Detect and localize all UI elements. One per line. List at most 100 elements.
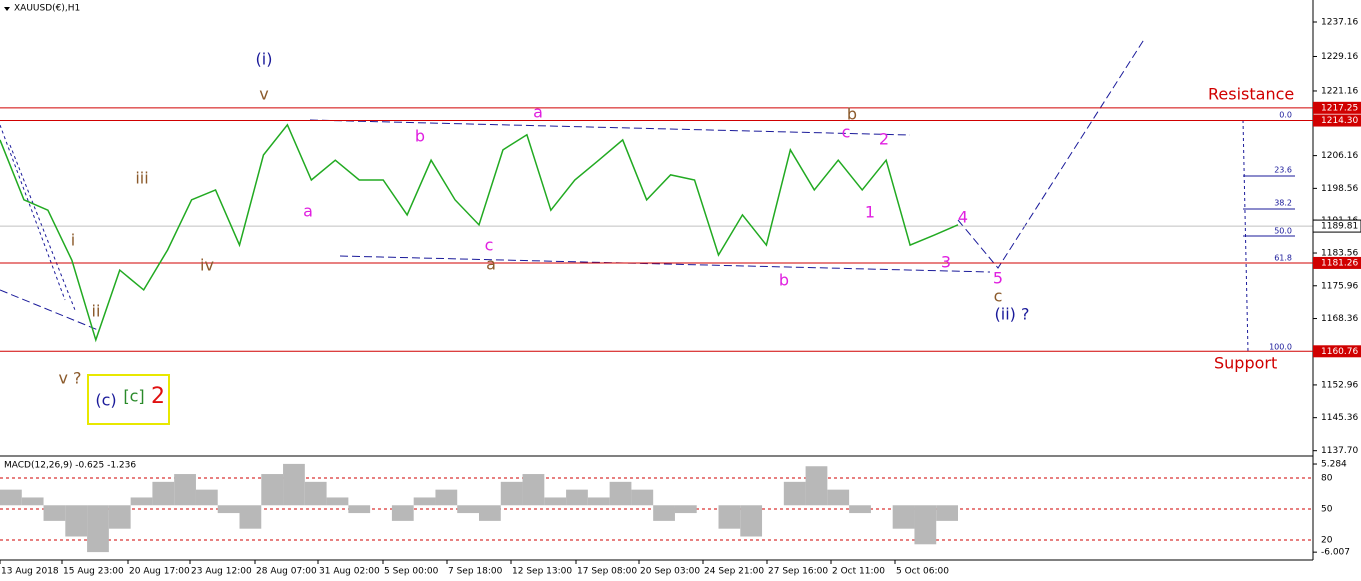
macd-bar	[631, 489, 654, 506]
macd-bar	[152, 481, 175, 506]
symbol-title: XAUUSD(€),H1	[14, 4, 80, 14]
macd-bar	[283, 463, 305, 506]
wave-label: a	[533, 103, 543, 122]
macd-bar	[740, 505, 763, 537]
level-box	[1313, 114, 1361, 127]
macd-bar	[566, 489, 588, 506]
macd-bar	[261, 474, 284, 506]
macd-bar	[849, 505, 871, 514]
wave-label: (ii) ?	[995, 305, 1030, 324]
wave-label: b	[779, 271, 789, 290]
macd-bar	[217, 505, 240, 514]
macd-bar	[587, 497, 610, 506]
macd-bar	[674, 505, 697, 514]
x-tick-label: 13 Aug 2018	[1, 567, 59, 577]
macd-bar	[479, 505, 501, 521]
y-tick-label: 1237.16	[1321, 17, 1358, 27]
macd-bar	[391, 505, 414, 521]
resistance-label: Resistance	[1208, 85, 1294, 104]
macd-bar	[435, 489, 458, 506]
wave-label: (i)	[256, 50, 273, 69]
macd-bar	[195, 489, 218, 506]
wave-label: a	[303, 202, 313, 221]
macd-bar	[805, 466, 828, 506]
macd-bar	[413, 497, 436, 506]
y-tick-label: 1137.70	[1321, 446, 1358, 456]
current-price-label: 1189.81	[1321, 222, 1358, 232]
y-tick-label: 1206.16	[1321, 151, 1358, 161]
macd-title: MACD(12,26,9) -0.625 -1.236	[4, 461, 136, 471]
x-tick-label: 12 Sep 13:00	[512, 567, 572, 577]
wave-label: c	[485, 236, 494, 255]
wave-label: 2	[879, 130, 889, 149]
level-label: 1217.25	[1321, 103, 1358, 113]
macd-bar	[21, 497, 44, 506]
menu-arrow	[4, 7, 10, 11]
macd-bar	[544, 497, 567, 506]
x-tick-label: 2 Oct 11:00	[832, 567, 885, 577]
x-tick-label: 31 Aug 02:00	[319, 567, 380, 577]
level-label: 1214.30	[1321, 116, 1358, 126]
wave-label: 2	[151, 384, 165, 409]
osc-level-label: 20	[1321, 536, 1333, 546]
macd-bar	[718, 505, 741, 529]
macd-bar	[348, 505, 371, 514]
y-tick-label: 1152.96	[1321, 380, 1358, 390]
fib-label: 50.0	[1274, 227, 1292, 236]
y-tick-label: 1168.36	[1321, 314, 1358, 324]
osc-level-label: 80	[1321, 474, 1333, 484]
level-box	[1313, 101, 1361, 114]
macd-tick-label: 5.284	[1321, 460, 1347, 470]
x-tick-label: 17 Sep 08:00	[577, 567, 637, 577]
y-tick-label: 1183.56	[1321, 249, 1358, 259]
support-label: Support	[1214, 354, 1277, 373]
y-tick-label: 1175.96	[1321, 281, 1358, 291]
y-tick-label: 1145.36	[1321, 413, 1358, 423]
macd-bar	[827, 489, 850, 506]
macd-bar	[892, 505, 915, 529]
level-label: 1181.26	[1321, 258, 1358, 268]
macd-bar	[108, 505, 131, 529]
wave-label: 1	[865, 203, 875, 222]
macd-bar	[609, 481, 632, 506]
x-tick-label: 23 Aug 12:00	[191, 567, 252, 577]
wave-label: iv	[200, 256, 214, 275]
macd-bar	[174, 474, 196, 506]
wave-label: c	[994, 287, 1003, 306]
macd-bar	[326, 497, 349, 506]
x-tick-label: 20 Aug 17:00	[129, 567, 190, 577]
x-tick-label: 7 Sep 18:00	[448, 567, 503, 577]
level-label: 1160.76	[1321, 347, 1358, 357]
x-tick-label: 5 Oct 06:00	[896, 567, 949, 577]
wave-label: iii	[135, 169, 148, 188]
macd-bar	[653, 505, 675, 521]
fib-label: 38.2	[1274, 199, 1292, 208]
macd-bar	[87, 505, 109, 553]
x-tick-label: 24 Sep 21:00	[704, 567, 764, 577]
wave-label: 4	[958, 208, 968, 227]
wave-label: v	[259, 85, 268, 104]
x-tick-label: 27 Sep 16:00	[768, 567, 828, 577]
x-tick-label: 20 Sep 03:00	[640, 567, 700, 577]
current-price-box	[1312, 219, 1361, 233]
macd-tick-label: -6.007	[1321, 548, 1350, 558]
x-tick-label: 28 Aug 07:00	[256, 567, 317, 577]
wave-label: b	[847, 105, 857, 124]
fib-label: 23.6	[1274, 166, 1292, 175]
wave-label: (c)	[95, 391, 116, 410]
wave-label: v ?	[58, 369, 81, 388]
wave-label: i	[71, 231, 75, 250]
x-tick-label: 15 Aug 23:00	[63, 567, 124, 577]
y-tick-label: 1229.16	[1321, 52, 1358, 62]
price-line	[0, 123, 959, 343]
macd-bar	[65, 505, 88, 537]
y-tick-label: 1198.56	[1321, 184, 1358, 194]
macd-bar	[457, 505, 479, 514]
macd-bar	[914, 505, 937, 545]
macd-bar	[130, 497, 153, 506]
level-box	[1313, 256, 1361, 269]
macd-bar	[43, 505, 66, 521]
wave-label: [c]	[123, 387, 144, 406]
